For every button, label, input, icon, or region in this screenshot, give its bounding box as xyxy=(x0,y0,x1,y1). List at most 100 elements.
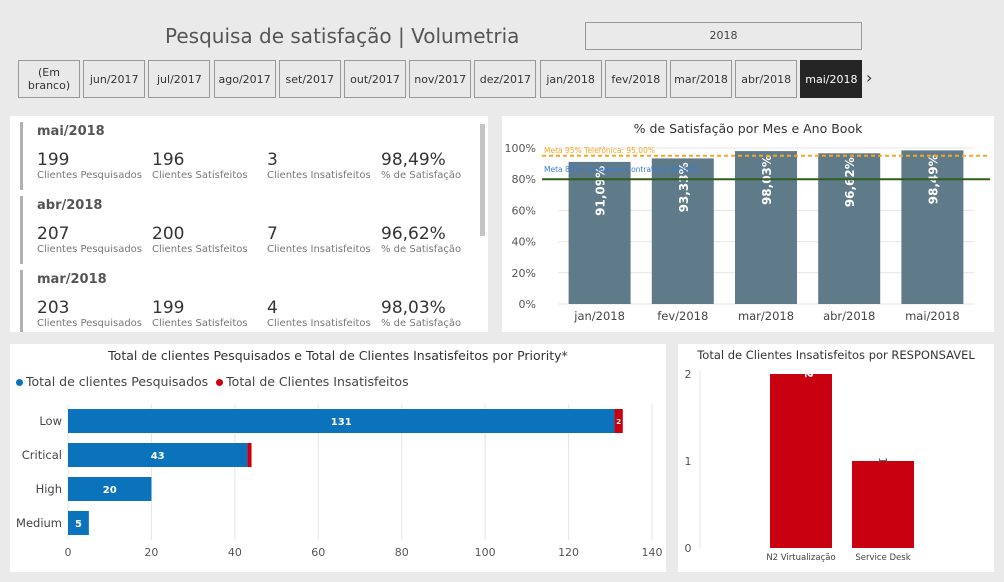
bar xyxy=(852,461,914,548)
reference-label: Meta 95% Telefônica: 95,00% xyxy=(544,146,655,155)
priority-bar-chart: 0 20 40 60 80 100 120 140 Low 131 2 Critical 43 High 2… xyxy=(16,404,663,559)
kpi-label: % de Satisfação xyxy=(381,244,462,255)
responsavel-chart-panel: Total de Clientes Insatisfeitos por RESP… xyxy=(678,344,994,572)
satisfaction-bar-chart: 0%20%40%60%80%100%jan/201891,09%fev/2018… xyxy=(505,142,990,323)
kpi-label: Clientes Satisfeitos xyxy=(152,318,248,329)
year-filter-dropdown[interactable]: 2018 xyxy=(585,22,862,50)
slicer-item[interactable]: ago/2017 xyxy=(213,60,276,98)
y-tick-label: Low xyxy=(39,414,62,428)
bar-insatisfeitos xyxy=(614,409,623,433)
kpi-month: abr/2018 xyxy=(37,198,103,213)
x-tick-label: 40 xyxy=(228,546,242,559)
legend-label: Total de clientes Pesquisados xyxy=(26,374,209,389)
x-tick-label: mai/2018 xyxy=(905,309,960,323)
data-label: 131 xyxy=(331,417,352,428)
legend-label: Total de Clientes Insatisfeitos xyxy=(226,374,409,389)
reference-label: Meta 80% Gene/Item Contratual: 80,00% xyxy=(544,165,699,174)
kpi-value: 203 xyxy=(37,298,70,318)
x-tick-label: mar/2018 xyxy=(738,309,794,323)
slicer-item[interactable]: fev/2018 xyxy=(604,60,667,98)
kpi-satisfeitos: 199 Clientes Satisfeitos xyxy=(152,298,248,329)
kpi-insatisfeitos: 3 Clientes Insatisfeitos xyxy=(267,150,371,181)
kpi-label: Clientes Satisfeitos xyxy=(152,170,248,181)
kpi-month: mai/2018 xyxy=(37,124,105,139)
x-tick-label: jan/2018 xyxy=(573,309,625,323)
kpi-label: Clientes Satisfeitos xyxy=(152,244,248,255)
kpi-satisfacao: 96,62%% de Satisfação xyxy=(381,224,461,255)
bar xyxy=(568,161,631,304)
kpi-value: 96,62% xyxy=(381,224,446,244)
kpi-pesquisados: 207 Clientes Pesquisados xyxy=(37,224,142,255)
slicer-item[interactable]: (Em branco) xyxy=(18,60,80,98)
kpi-label: Clientes Insatisfeitos xyxy=(267,244,371,255)
slicer-item[interactable]: jun/2017 xyxy=(83,60,146,98)
slicer-item[interactable]: dez/2017 xyxy=(474,60,537,98)
kpi-panel: mai/2018 199 Clientes Pesquisados 196 Clie… xyxy=(10,116,488,332)
x-tick-label: 20 xyxy=(144,546,158,559)
slicer-item[interactable]: jan/2018 xyxy=(539,60,602,98)
y-tick-label: High xyxy=(36,482,62,496)
slicer-item[interactable]: out/2017 xyxy=(344,60,406,98)
kpi-label: % de Satisfação xyxy=(381,170,462,181)
priority-chart-panel: Total de clientes Pesquisados e Total de… xyxy=(10,344,666,572)
x-tick-label: Service Desk xyxy=(855,553,910,563)
kpi-value: 200 xyxy=(152,224,185,244)
kpi-value: 199 xyxy=(152,298,185,318)
x-tick-label: 100 xyxy=(475,546,496,559)
responsavel-bar-chart: 0 1 2 N2 Virtualização 2 Service Desk 1 xyxy=(685,368,914,563)
page-title: Pesquisa de satisfação | Volumetria xyxy=(165,24,520,48)
kpi-month: mar/2018 xyxy=(37,272,107,287)
y-tick-label: 80% xyxy=(512,173,536,186)
chart-title: Total de clientes Pesquisados e Total de… xyxy=(108,348,568,363)
kpi-satisfacao: 98,49%% de Satisfação xyxy=(381,150,461,181)
kpi-value: 3 xyxy=(267,150,278,170)
x-tick-label: 120 xyxy=(558,546,579,559)
slicer-item[interactable]: mar/2018 xyxy=(670,60,732,98)
kpi-label: Clientes Pesquisados xyxy=(37,318,143,329)
slicer-item[interactable]: mai/2018 xyxy=(800,60,863,98)
data-label: 1 xyxy=(876,457,889,464)
y-tick-label: 1 xyxy=(685,455,692,468)
kpi-satisfeitos: 196 Clientes Satisfeitos xyxy=(152,150,248,181)
y-tick-label: 100% xyxy=(505,142,536,155)
chart-title: Total de Clientes Insatisfeitos por RESP… xyxy=(697,348,975,362)
priority-legend: Total de clientes Pesquisados Total de C… xyxy=(16,374,409,389)
bar xyxy=(651,158,714,304)
y-tick-label: 20% xyxy=(512,267,536,280)
x-tick-label: 60 xyxy=(311,546,325,559)
chevron-right-icon[interactable]: › xyxy=(866,68,873,87)
satisfaction-chart-panel: % de Satisfação por Mes e Ano Book 0% 20%… xyxy=(502,116,994,332)
bar xyxy=(901,150,964,304)
bar-pesquisados xyxy=(68,409,615,433)
bar-pesquisados xyxy=(68,477,152,501)
slicer-item[interactable]: abr/2018 xyxy=(735,60,798,98)
kpi-value: 4 xyxy=(267,298,278,318)
x-tick-label: 140 xyxy=(642,546,663,559)
kpi-value: 98,03% xyxy=(381,298,446,318)
y-tick-label: 40% xyxy=(512,236,536,249)
slicer-item[interactable]: set/2017 xyxy=(278,60,341,98)
x-tick-label: abr/2018 xyxy=(823,309,875,323)
kpi-value: 7 xyxy=(267,224,278,244)
data-label: 43 xyxy=(151,451,165,462)
data-label: 20 xyxy=(103,485,117,496)
chart-title: % de Satisfação por Mes e Ano Book xyxy=(633,121,863,136)
y-tick-label: 2 xyxy=(685,368,692,381)
kpi-scrollbar[interactable] xyxy=(480,124,485,236)
bar-pesquisados xyxy=(68,443,248,467)
slicer-item[interactable]: jul/2017 xyxy=(148,60,211,98)
x-tick-label: fev/2018 xyxy=(657,309,708,323)
kpi-group: abr/2018 207 Clientes Pesquisados 200 Clie… xyxy=(20,196,485,264)
kpi-satisfeitos: 200 Clientes Satisfeitos xyxy=(152,224,248,255)
kpi-satisfacao: 98,03%% de Satisfação xyxy=(381,298,461,329)
slicer-item[interactable]: nov/2017 xyxy=(409,60,472,98)
data-label: 2 xyxy=(616,418,621,426)
y-tick-label: Medium xyxy=(16,516,62,530)
data-label: 96,62% xyxy=(843,157,857,207)
kpi-insatisfeitos: 7 Clientes Insatisfeitos xyxy=(267,224,371,255)
kpi-value: 98,49% xyxy=(381,150,446,170)
kpi-label: Clientes Pesquisados xyxy=(37,170,143,181)
bar-insatisfeitos xyxy=(247,443,252,467)
kpi-value: 207 xyxy=(37,224,70,244)
bar xyxy=(735,151,797,304)
